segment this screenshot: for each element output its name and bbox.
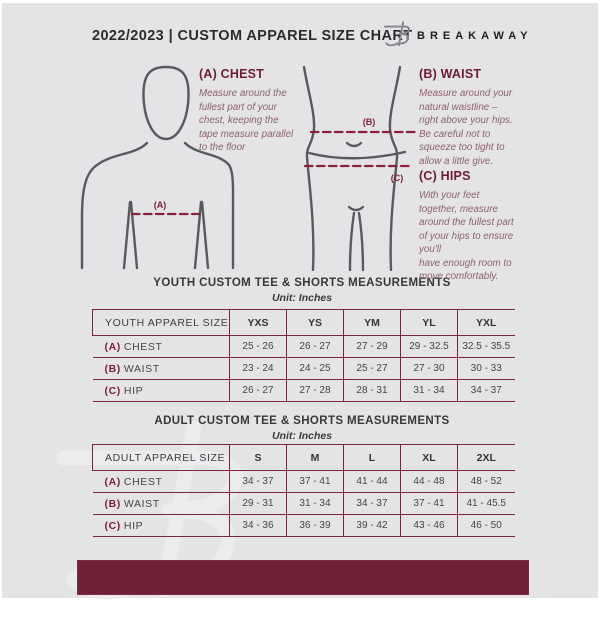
page-title: 2022/2023 | CUSTOM APPAREL SIZE CHART (92, 28, 413, 44)
youth-header-row: YOUTH APPAREL SIZE YXS YS YM YL YXL (92, 309, 515, 336)
size-value: 34 - 36 (229, 514, 287, 537)
size-value: 41 - 45.5 (457, 492, 515, 515)
row-prefix: (A) (104, 340, 121, 353)
column-header: L (343, 444, 401, 471)
marker-c-label: (C) (391, 173, 404, 183)
size-value: 25 - 27 (343, 357, 401, 380)
table-row-hip: (C) HIP 34 - 36 36 - 39 39 - 42 43 - 46 4… (92, 514, 515, 537)
row-label: WAIST (123, 497, 160, 510)
size-value: 29 - 32.5 (400, 335, 458, 358)
size-value: 43 - 46 (400, 514, 458, 537)
size-value: 23 - 24 (229, 357, 287, 380)
column-header: 2XL (457, 444, 515, 471)
chest-guide-text: Measure around the fullest part of your … (199, 88, 294, 154)
size-value: 37 - 41 (286, 470, 344, 493)
size-value: 26 - 27 (286, 335, 344, 358)
size-value: 27 - 30 (400, 357, 458, 380)
size-value: 37 - 41 (400, 492, 458, 515)
table-row-waist: (B) WAIST 29 - 31 31 - 34 34 - 37 37 - 41… (92, 492, 515, 515)
column-header: YS (286, 309, 344, 336)
adult-table-title: ADULT CUSTOM TEE & SHORTS MEASUREMENTS (154, 415, 450, 427)
size-value: 48 - 52 (457, 470, 515, 493)
row-label: CHEST (123, 475, 163, 488)
column-header: YOUTH APPAREL SIZE (92, 309, 230, 336)
column-header: M (286, 444, 344, 471)
waist-guide: (B) WAIST Measure around your natural wa… (419, 67, 537, 168)
lowerbody-waist-hips-diagram: (B) (C) (302, 65, 419, 271)
breakaway-logo-icon (384, 21, 410, 47)
size-value: 26 - 27 (229, 379, 287, 402)
chest-guide-heading: (A) CHEST (199, 67, 264, 81)
column-header: ADULT APPAREL SIZE (92, 444, 230, 471)
size-value: 31 - 34 (286, 492, 344, 515)
row-prefix: (C) (104, 384, 121, 397)
waist-guide-text: Measure around your natural waistline – … (419, 88, 513, 167)
youth-table-unit: Unit: Inches (271, 292, 333, 304)
row-prefix: (C) (104, 519, 121, 532)
adult-table-unit: Unit: Inches (271, 430, 333, 442)
size-value: 44 - 48 (400, 470, 458, 493)
row-label: HIP (123, 519, 144, 532)
size-value: 27 - 29 (343, 335, 401, 358)
column-header: XL (400, 444, 458, 471)
column-header: YXL (457, 309, 515, 336)
youth-size-table: YOUTH APPAREL SIZE YXS YS YM YL YXL (A) C… (92, 309, 515, 402)
row-label: CHEST (123, 340, 163, 353)
adult-size-table: ADULT APPAREL SIZE S M L XL 2XL (A) CHEST… (92, 444, 515, 537)
row-prefix: (B) (104, 362, 121, 375)
size-value: 36 - 39 (286, 514, 344, 537)
size-value: 39 - 42 (343, 514, 401, 537)
brand-name: BREAKAWAY (417, 30, 533, 42)
marker-b-label: (B) (363, 117, 376, 127)
column-header: S (229, 444, 287, 471)
hips-guide-heading: (C) HIPS (419, 169, 471, 183)
footer-bar (77, 560, 529, 595)
youth-table-title: YOUTH CUSTOM TEE & SHORTS MEASUREMENTS (153, 277, 451, 289)
column-header: YM (343, 309, 401, 336)
size-value: 28 - 31 (343, 379, 401, 402)
page: 2022/2023 | CUSTOM APPAREL SIZE CHART BR… (2, 3, 598, 600)
size-value: 34 - 37 (229, 470, 287, 493)
marker-a-label: (A) (154, 200, 167, 210)
size-value: 27 - 28 (286, 379, 344, 402)
table-row-waist: (B) WAIST 23 - 24 24 - 25 25 - 27 27 - 30… (92, 357, 515, 380)
size-value: 46 - 50 (457, 514, 515, 537)
table-row-hip: (C) HIP 26 - 27 27 - 28 28 - 31 31 - 34 3… (92, 379, 515, 402)
row-label: HIP (123, 384, 144, 397)
size-value: 25 - 26 (229, 335, 287, 358)
column-header: YL (400, 309, 458, 336)
torso-chest-diagram: (A) (80, 65, 235, 270)
hips-guide: (C) HIPS With your feet together, measur… (419, 169, 537, 284)
waist-guide-heading: (B) WAIST (419, 67, 482, 81)
hips-guide-text: With your feet together, measure around … (419, 190, 514, 283)
size-value: 32.5 - 35.5 (457, 335, 515, 358)
size-value: 29 - 31 (229, 492, 287, 515)
adult-header-row: ADULT APPAREL SIZE S M L XL 2XL (92, 444, 515, 471)
row-prefix: (B) (104, 497, 121, 510)
column-header: YXS (229, 309, 287, 336)
row-label: WAIST (123, 362, 160, 375)
row-prefix: (A) (104, 475, 121, 488)
table-row-chest: (A) CHEST 34 - 37 37 - 41 41 - 44 44 - 48… (92, 470, 515, 493)
size-value: 34 - 37 (343, 492, 401, 515)
size-value: 24 - 25 (286, 357, 344, 380)
size-value: 34 - 37 (457, 379, 515, 402)
size-value: 31 - 34 (400, 379, 458, 402)
size-value: 41 - 44 (343, 470, 401, 493)
table-row-chest: (A) CHEST 25 - 26 26 - 27 27 - 29 29 - 32… (92, 335, 515, 358)
chest-guide: (A) CHEST Measure around the fullest par… (199, 67, 311, 155)
size-value: 30 - 33 (457, 357, 515, 380)
